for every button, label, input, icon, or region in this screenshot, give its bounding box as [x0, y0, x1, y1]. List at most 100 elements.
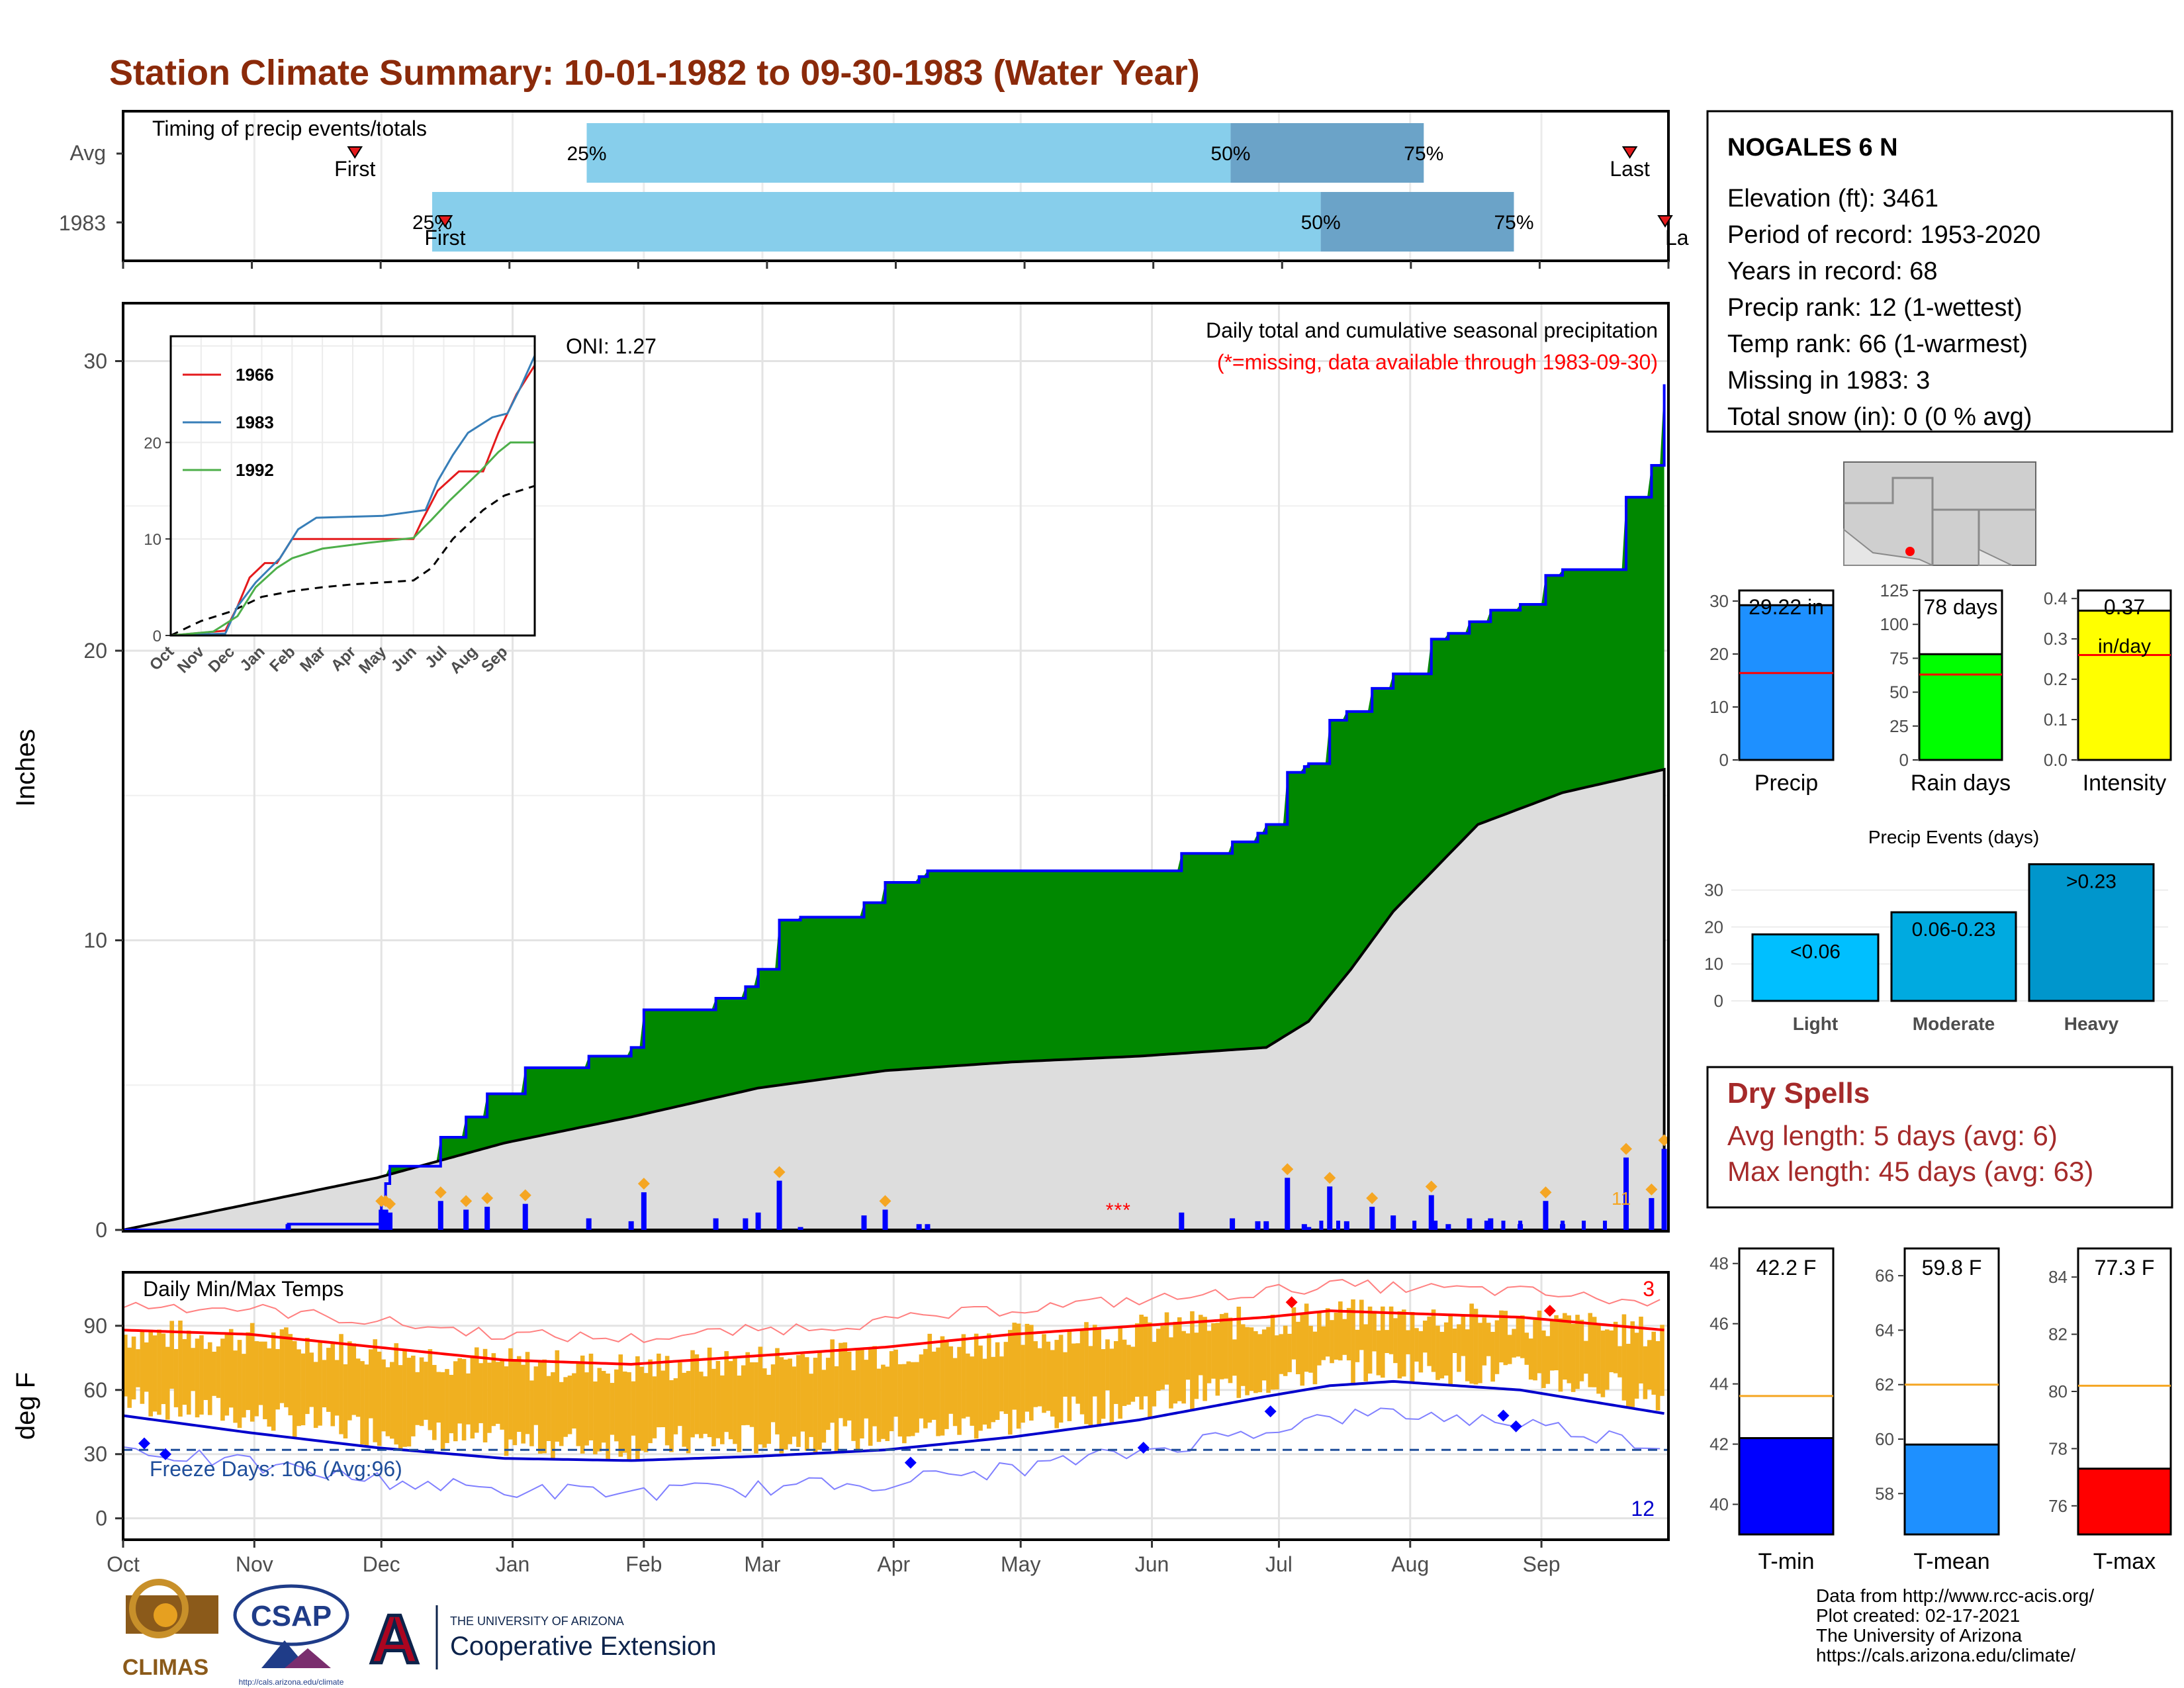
- daily-temp-bar: [216, 1346, 221, 1398]
- daily-temp-bar: [1359, 1299, 1364, 1350]
- summary-ytick-label: 30: [1709, 591, 1729, 611]
- daily-temp-bar: [144, 1342, 149, 1392]
- daily-temp-bar: [512, 1359, 518, 1446]
- daily-temp-bar: [1414, 1328, 1419, 1362]
- daily-temp-bar: [1461, 1314, 1466, 1356]
- temp-summary-bar-t-max: [2077, 1468, 2172, 1536]
- daily-temp-bar: [1549, 1319, 1555, 1371]
- daily-temp-bar: [1512, 1329, 1516, 1358]
- daily-precip-bar: [484, 1207, 490, 1230]
- daily-temp-bar: [987, 1333, 991, 1429]
- daily-temp-bar: [999, 1356, 1004, 1412]
- daily-temp-bar: [1173, 1321, 1178, 1404]
- summary-ytick-label: 0: [1899, 750, 1909, 770]
- daily-temp-bar: [737, 1376, 742, 1452]
- events-bar-heavy: [2028, 863, 2155, 1002]
- daily-temp-bar: [1296, 1321, 1300, 1374]
- daily-precip-bar: [1445, 1224, 1451, 1230]
- record-low-marker: [159, 1448, 171, 1460]
- daily-temp-bar: [491, 1353, 496, 1427]
- daily-temp-bar: [1185, 1333, 1191, 1380]
- record-tmin-line: [122, 1407, 1661, 1501]
- daily-temp-bar: [1647, 1340, 1652, 1390]
- daily-temp-bar: [1494, 1320, 1500, 1374]
- daily-temp-bar: [1304, 1303, 1309, 1372]
- daily-temp-bar: [1393, 1318, 1398, 1364]
- daily-precip-trace: [1336, 1221, 1341, 1230]
- station-info-line: Missing in 1983: 3: [1727, 367, 1930, 395]
- dry-spells-box: Dry Spells Avg length: 5 days (avg: 6) M…: [1706, 1066, 2173, 1209]
- daily-precip-bar: [1623, 1157, 1629, 1230]
- daily-temp-bar: [242, 1354, 246, 1418]
- temp-summary-bar-t-min: [1738, 1436, 1835, 1536]
- daily-temp-bar: [741, 1365, 746, 1426]
- summary-category-label: Rain days: [1911, 771, 2011, 796]
- daily-temp-bar: [970, 1356, 975, 1426]
- daily-temp-bar: [1190, 1311, 1195, 1411]
- daily-temp-bar: [254, 1341, 259, 1417]
- daily-temp-bar: [567, 1376, 572, 1434]
- daily-temp-bar: [842, 1342, 848, 1427]
- daily-temp-bar: [428, 1349, 433, 1430]
- temp-ytick-label: 60: [83, 1378, 107, 1402]
- daily-temp-bar: [766, 1374, 771, 1444]
- daily-temp-bar: [1410, 1311, 1415, 1383]
- daily-temp-bar: [207, 1342, 212, 1415]
- record-tmax-line: [122, 1279, 1661, 1343]
- daily-temp-bar: [1579, 1319, 1584, 1382]
- daily-temp-bar: [660, 1370, 666, 1427]
- ua-small-text: THE UNIVERSITY OF ARIZONA: [450, 1615, 624, 1628]
- daily-precip-trace: [1370, 1221, 1375, 1230]
- location-map: [1843, 461, 2036, 566]
- daily-temp-bar: [470, 1355, 475, 1439]
- summary-ytick-label: 0.2: [2044, 669, 2068, 689]
- daily-temp-bar: [402, 1350, 407, 1447]
- daily-temp-bar: [1071, 1343, 1076, 1397]
- daily-temp-bar: [1275, 1335, 1279, 1389]
- daily-precip-trace: [1412, 1221, 1417, 1230]
- station-info-line: Elevation (ft): 3461: [1727, 185, 1938, 212]
- daily-temp-bar: [1245, 1327, 1250, 1395]
- first-event-marker: [347, 146, 363, 159]
- daily-temp-bar: [576, 1363, 581, 1446]
- daily-temp-bar: [258, 1341, 263, 1405]
- daily-temp-bar: [1169, 1337, 1173, 1409]
- daily-temp-bar: [606, 1373, 610, 1460]
- daily-precip-bar: [925, 1224, 931, 1230]
- daily-temp-bar: [1092, 1325, 1097, 1397]
- daily-temp-bar: [948, 1346, 954, 1414]
- first-event-label: First: [334, 157, 375, 181]
- extreme-precip-marker: [637, 1178, 650, 1190]
- daily-temp-bar: [1240, 1324, 1246, 1386]
- summary-ytick-label: 0.0: [2044, 750, 2068, 770]
- daily-temp-bar: [1639, 1317, 1643, 1383]
- dry-spells-title: Dry Spells: [1727, 1077, 1870, 1109]
- daily-temp-bar: [318, 1342, 322, 1426]
- daily-temp-bar: [1003, 1342, 1009, 1414]
- daily-temp-bar: [906, 1361, 911, 1437]
- timing-label-75: 75%: [1404, 143, 1443, 165]
- daily-precip-bar: [1285, 1178, 1291, 1230]
- daily-precip-bar: [522, 1203, 528, 1230]
- daily-temp-bar: [1626, 1344, 1631, 1407]
- daily-temp-bar: [817, 1352, 822, 1450]
- record-low-marker: [1510, 1420, 1522, 1432]
- summary-value-label: 29.22 in: [1749, 595, 1824, 619]
- summary-bar-precip: [1738, 604, 1835, 761]
- summary-ytick-label: 20: [1709, 644, 1729, 664]
- daily-temp-bar: [758, 1346, 763, 1445]
- daily-temp-bar: [228, 1329, 234, 1408]
- daily-temp-bar: [1156, 1329, 1161, 1391]
- daily-temp-bar: [195, 1338, 200, 1418]
- daily-precip-bar: [463, 1209, 469, 1230]
- daily-temp-bar: [203, 1348, 208, 1400]
- daily-temp-bar: [165, 1346, 170, 1420]
- daily-temp-bar: [830, 1339, 835, 1423]
- timing-bar-25-50: [432, 192, 1321, 252]
- timing-panel: Timing of precip events/totals 25% 50% 75%…: [59, 110, 1689, 269]
- daily-temp-bar: [1300, 1313, 1305, 1386]
- daily-temp-bar: [1609, 1330, 1614, 1372]
- daily-precip-bar: [1369, 1207, 1375, 1230]
- station-name: NOGALES 6 N: [1727, 134, 1898, 162]
